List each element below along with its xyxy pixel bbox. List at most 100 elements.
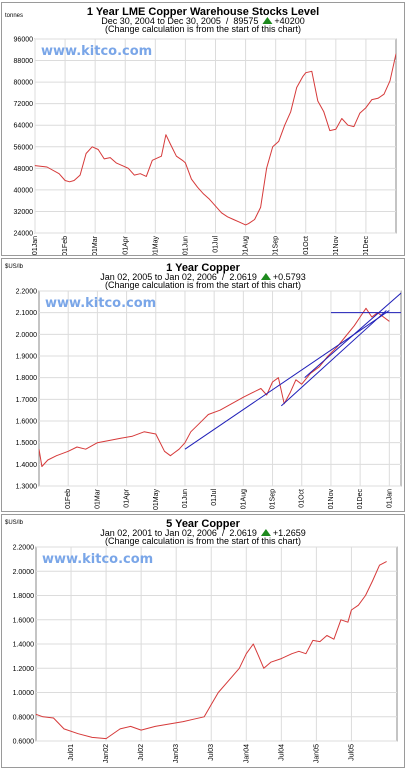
data-point [263, 668, 265, 669]
data-point [63, 728, 65, 730]
y-tick-label: 1.8000 [16, 375, 38, 382]
data-point [56, 455, 57, 456]
y-tick-label: 1.4000 [13, 642, 35, 649]
data-point [143, 431, 145, 433]
data-point [228, 680, 230, 681]
y-tick-label: 1.5000 [16, 440, 38, 447]
data-point [120, 438, 121, 439]
data-point [365, 595, 366, 596]
x-tick-label: 01Jul [211, 489, 218, 506]
data-point [353, 126, 355, 127]
x-tick-label: Jul04 [278, 744, 285, 761]
data-point [152, 160, 153, 161]
data-point [130, 726, 131, 727]
x-tick-label: Jul02 [138, 744, 145, 761]
data-point [170, 455, 171, 456]
data-point [105, 738, 107, 739]
y-tick-label: 72000 [14, 101, 34, 108]
data-point [182, 160, 183, 161]
data-point [317, 100, 319, 102]
data-point [85, 153, 87, 154]
data-point [77, 733, 79, 734]
y-tick-label: 1.0000 [13, 690, 35, 697]
x-tick-label: 01Nov [328, 489, 335, 510]
x-tick-label: Jul01 [68, 744, 75, 761]
data-point [302, 76, 304, 77]
data-point [134, 174, 135, 176]
data-point [170, 143, 171, 145]
data-point [41, 466, 43, 467]
chart-title: 5 Year Copper [166, 518, 240, 530]
data-point [319, 366, 320, 368]
trendline [280, 310, 387, 407]
x-tick-label: Jan04 [243, 744, 250, 763]
watermark: www.kitco.com [42, 552, 153, 567]
x-tick-label: 01Mar [92, 235, 99, 255]
data-point [193, 718, 194, 720]
data-point [132, 435, 133, 437]
data-point [97, 442, 98, 443]
chart-note: (Change calculation is from the start of… [105, 536, 301, 546]
change-up-icon [260, 529, 271, 536]
x-tick-label: 01Dec [363, 236, 370, 256]
data-point [383, 316, 384, 318]
data-point [53, 717, 54, 719]
price-series-line [35, 53, 396, 226]
y-tick-label: 1.4000 [16, 462, 38, 469]
chart-subtitle: Dec 30, 2004 to Dec 30, 2005 89575 +40200 / [101, 16, 304, 26]
data-point [347, 621, 349, 623]
data-point [260, 388, 262, 389]
data-point [291, 653, 293, 654]
data-point [154, 726, 156, 727]
x-tick-label: 01Jun [182, 236, 189, 255]
y-tick-label: 2.1000 [16, 310, 38, 317]
x-tick-label: 01Apr [122, 235, 129, 254]
data-point [47, 459, 49, 461]
y-tick-label: 1.6000 [13, 617, 35, 624]
data-point [210, 704, 212, 705]
unit-label: tonnes [5, 13, 23, 19]
data-point [258, 655, 259, 657]
watermark: www.kitco.com [45, 296, 156, 311]
data-point [354, 325, 355, 326]
data-point [305, 72, 307, 73]
data-point [365, 107, 367, 108]
data-point [67, 451, 69, 452]
data-point [239, 668, 240, 669]
data-point [173, 453, 174, 454]
data-point [140, 729, 142, 731]
data-point [319, 641, 321, 642]
data-point [199, 422, 200, 424]
data-point [333, 638, 335, 640]
data-point [295, 379, 297, 381]
data-point [184, 442, 186, 443]
data-point [161, 155, 162, 157]
subtitle-value: 2.0619 [229, 528, 257, 538]
data-point [35, 714, 37, 715]
data-point [278, 377, 279, 378]
data-point [108, 440, 110, 441]
chart-title: 1 Year LME Copper Warehouse Stocks Level [87, 6, 319, 18]
data-point [284, 124, 286, 126]
data-point [209, 199, 210, 200]
data-point [165, 134, 167, 135]
data-point [389, 80, 391, 82]
data-point [109, 157, 111, 158]
subtitle-change: +40200 [274, 16, 304, 26]
data-point [34, 165, 36, 166]
data-point [311, 71, 313, 72]
data-point [298, 651, 300, 652]
data-point [359, 316, 361, 318]
data-point [215, 205, 216, 207]
data-point [140, 173, 141, 174]
data-point [281, 658, 282, 659]
y-tick-label: 2.0000 [16, 332, 38, 339]
y-tick-label: 2.0000 [13, 569, 35, 576]
y-tick-label: 56000 [14, 144, 34, 151]
x-tick-label: 01Mar [94, 488, 101, 509]
data-point [203, 716, 205, 718]
data-point [64, 180, 66, 181]
data-point [351, 609, 352, 611]
